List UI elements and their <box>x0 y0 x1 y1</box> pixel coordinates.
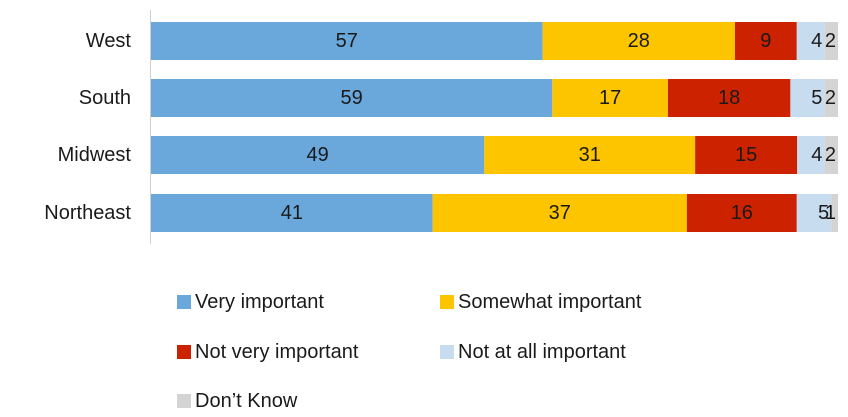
bar-west-not-very-important <box>734 22 797 60</box>
value-label-northeast-dont-know: 1 <box>825 202 836 224</box>
bar-west-dont-know <box>824 22 838 60</box>
bar-south-not-very-important <box>667 79 791 117</box>
value-label-west-somewhat-important: 28 <box>628 30 650 52</box>
bar-northeast-dont-know <box>831 194 838 232</box>
bar-midwest-not-at-all-important <box>797 136 825 174</box>
legend-label-somewhat-important: Somewhat important <box>458 291 642 313</box>
legend-swatch-very-important <box>177 295 191 309</box>
legend-label-not-very-important: Not very important <box>195 341 359 363</box>
value-labels: 57 28 9 4 259 17 18 5 249 31 15 4 241 37 16 51 <box>281 30 836 224</box>
value-label-south-dont-know: 2 <box>825 87 836 109</box>
value-label-northeast-not-very-important: 16 <box>731 202 753 224</box>
bar-south-somewhat-important <box>552 79 668 117</box>
bar-midwest-somewhat-important <box>484 136 696 174</box>
bar-midwest-dont-know <box>824 136 838 174</box>
legend: Very important Somewhat important Not very… <box>177 291 642 412</box>
bar-midwest-not-very-important <box>695 136 798 174</box>
value-label-west-dont-know: 2 <box>825 30 836 52</box>
category-label-south: South <box>79 87 131 109</box>
legend-swatch-somewhat-important <box>440 295 454 309</box>
category-label-midwest: Midwest <box>58 144 132 166</box>
bar-west-not-at-all-important <box>796 22 825 60</box>
bar-west-somewhat-important <box>542 22 735 60</box>
value-label-midwest-dont-know: 2 <box>825 144 836 166</box>
value-label-midwest-not-very-important: 15 <box>735 144 757 166</box>
value-label-west-very-important: 57 <box>336 30 358 52</box>
legend-label-not-at-all-important: Not at all important <box>458 341 626 363</box>
bar-northeast-not-very-important <box>686 194 797 232</box>
value-label-northeast-very-important: 41 <box>281 202 303 224</box>
bar-northeast-very-important <box>151 194 433 232</box>
bar-midwest-very-important <box>151 136 485 174</box>
value-label-south-somewhat-important: 17 <box>599 87 621 109</box>
category-labels: West South Midwest Northeast <box>44 30 131 224</box>
legend-label-dont-know: Don’t Know <box>195 390 298 412</box>
bar-south-not-at-all-important <box>790 79 825 117</box>
bar-segments <box>151 22 838 232</box>
category-label-northeast: Northeast <box>44 202 131 224</box>
value-label-midwest-somewhat-important: 31 <box>579 144 601 166</box>
legend-swatch-not-very-important <box>177 345 191 359</box>
value-label-south-not-at-all-important: 5 <box>811 87 822 109</box>
value-label-northeast-somewhat-important: 37 <box>549 202 571 224</box>
value-label-south-not-very-important: 18 <box>718 87 740 109</box>
bar-south-very-important <box>151 79 553 117</box>
bar-west-very-important <box>151 22 543 60</box>
legend-label-very-important: Very important <box>195 291 324 313</box>
category-label-west: West <box>86 30 132 52</box>
value-label-west-not-at-all-important: 4 <box>811 30 822 52</box>
value-label-northeast-not-at-all-important: 5 <box>818 202 829 224</box>
legend-swatch-not-at-all-important <box>440 345 454 359</box>
bar-northeast-somewhat-important <box>432 194 687 232</box>
value-label-midwest-not-at-all-important: 4 <box>811 144 822 166</box>
legend-swatch-dont-know <box>177 394 191 408</box>
value-label-west-not-very-important: 9 <box>760 30 771 52</box>
bar-northeast-not-at-all-important <box>796 194 832 232</box>
value-label-south-very-important: 59 <box>341 87 363 109</box>
bar-south-dont-know <box>824 79 838 117</box>
value-label-midwest-very-important: 49 <box>307 144 329 166</box>
